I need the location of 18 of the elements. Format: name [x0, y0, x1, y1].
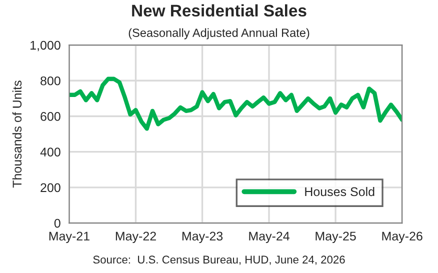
y-tick-label: 1,000 [30, 40, 60, 52]
chart-title: New Residential Sales [132, 4, 306, 17]
x-tick-label: May-22 [116, 232, 156, 244]
y-tick-label: 600 [40, 112, 60, 121]
x-tick-label: May-26 [382, 232, 422, 244]
y-tick-label: 200 [40, 183, 60, 192]
y-tick-label: 800 [40, 76, 60, 86]
y-axis-title: Thousands of Units [12, 80, 22, 188]
x-tick-label: May-23 [182, 232, 223, 244]
y-tick-label: 0 [54, 218, 60, 228]
x-tick-label: May-21 [49, 232, 90, 244]
x-tick-label: May-24 [249, 232, 290, 244]
source-note: Source: U.S. Census Bureau, HUD, June 24, 2026 [93, 256, 345, 265]
line-series [69, 76, 402, 131]
x-tick-label: May-25 [316, 232, 356, 244]
y-tick-label: 400 [40, 148, 60, 156]
legend-label: Houses Sold [305, 186, 374, 196]
chart-subtitle: (Seasonally Adjusted Annual Rate) [128, 28, 310, 40]
